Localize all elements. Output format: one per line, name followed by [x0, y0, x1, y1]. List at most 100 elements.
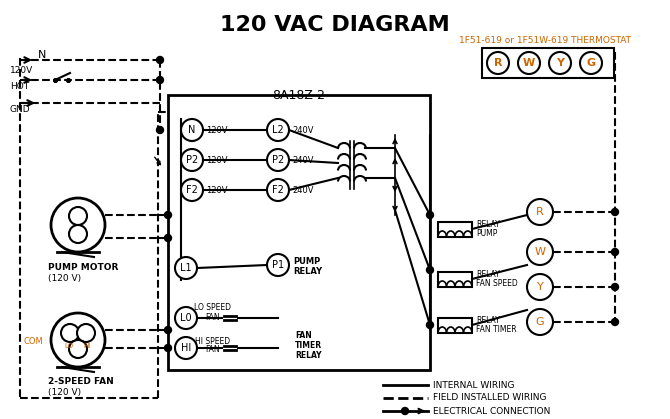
Circle shape: [527, 239, 553, 265]
Text: (120 V): (120 V): [48, 274, 82, 284]
Text: HI SPEED: HI SPEED: [196, 336, 230, 346]
Circle shape: [267, 254, 289, 276]
Text: L1: L1: [180, 263, 192, 273]
Circle shape: [165, 326, 172, 334]
Circle shape: [612, 209, 618, 215]
Text: ELECTRICAL CONNECTION: ELECTRICAL CONNECTION: [433, 406, 550, 416]
Circle shape: [51, 198, 105, 252]
Text: FAN SPEED: FAN SPEED: [476, 279, 518, 288]
Bar: [168, 95, 430, 370]
Circle shape: [267, 149, 289, 171]
Circle shape: [427, 321, 433, 328]
Text: FIELD INSTALLED WIRING: FIELD INSTALLED WIRING: [433, 393, 547, 403]
Text: (120 V): (120 V): [48, 388, 82, 396]
Bar: [438, 318, 472, 333]
Circle shape: [175, 307, 197, 329]
Circle shape: [69, 225, 87, 243]
Text: 1F51-619 or 1F51W-619 THERMOSTAT: 1F51-619 or 1F51W-619 THERMOSTAT: [459, 36, 631, 45]
Text: FAN: FAN: [206, 346, 220, 354]
Text: FAN TIMER: FAN TIMER: [476, 325, 517, 334]
Circle shape: [157, 57, 163, 64]
Text: FAN: FAN: [206, 313, 220, 321]
Text: F2: F2: [272, 185, 284, 195]
Text: TIMER: TIMER: [295, 341, 322, 349]
Circle shape: [549, 52, 571, 74]
Text: 120 VAC DIAGRAM: 120 VAC DIAGRAM: [220, 15, 450, 35]
Text: 240V: 240V: [292, 186, 314, 194]
Circle shape: [181, 119, 203, 141]
Text: N: N: [188, 125, 196, 135]
Text: GND: GND: [10, 104, 31, 114]
Text: HI: HI: [181, 343, 191, 353]
Text: L0: L0: [180, 313, 192, 323]
Text: 2-SPEED FAN: 2-SPEED FAN: [48, 378, 114, 386]
Text: P1: P1: [272, 260, 284, 270]
Circle shape: [267, 179, 289, 201]
Circle shape: [527, 199, 553, 225]
Text: N: N: [38, 50, 46, 60]
Circle shape: [69, 340, 87, 358]
Circle shape: [51, 313, 105, 367]
Text: RELAY: RELAY: [295, 351, 322, 360]
Text: G: G: [586, 58, 596, 68]
Circle shape: [175, 257, 197, 279]
Text: RELAY: RELAY: [476, 220, 500, 229]
Text: G: G: [536, 317, 544, 327]
Text: L2: L2: [272, 125, 284, 135]
Circle shape: [612, 284, 618, 290]
Text: PUMP MOTOR: PUMP MOTOR: [48, 264, 119, 272]
Circle shape: [612, 318, 618, 326]
Circle shape: [181, 149, 203, 171]
Circle shape: [612, 248, 618, 256]
Text: W: W: [523, 58, 535, 68]
Circle shape: [77, 324, 95, 342]
Circle shape: [267, 119, 289, 141]
Text: F2: F2: [186, 185, 198, 195]
Text: P2: P2: [186, 155, 198, 165]
Text: HOT: HOT: [10, 82, 29, 91]
Circle shape: [580, 52, 602, 74]
Text: 120V: 120V: [10, 65, 34, 75]
Bar: [482, 48, 614, 78]
Bar: [438, 272, 472, 287]
Text: 120V: 120V: [206, 186, 228, 194]
Text: RELAY: RELAY: [476, 270, 500, 279]
Text: 120V: 120V: [206, 155, 228, 165]
Text: PUMP: PUMP: [476, 229, 497, 238]
Circle shape: [165, 344, 172, 352]
Text: RELAY: RELAY: [476, 316, 500, 325]
Circle shape: [487, 52, 509, 74]
Circle shape: [427, 266, 433, 274]
Text: LO SPEED: LO SPEED: [194, 303, 232, 313]
Circle shape: [157, 127, 163, 134]
Circle shape: [165, 212, 172, 218]
Text: W: W: [535, 247, 545, 257]
Text: COM: COM: [23, 337, 43, 347]
Circle shape: [175, 337, 197, 359]
Circle shape: [518, 52, 540, 74]
Circle shape: [165, 235, 172, 241]
Circle shape: [527, 309, 553, 335]
Text: Y: Y: [556, 58, 564, 68]
Circle shape: [157, 77, 163, 83]
Text: INTERNAL WIRING: INTERNAL WIRING: [433, 380, 515, 390]
Bar: [438, 222, 472, 237]
Text: Y: Y: [537, 282, 543, 292]
Circle shape: [181, 179, 203, 201]
Circle shape: [527, 274, 553, 300]
Text: P2: P2: [272, 155, 284, 165]
Text: PUMP: PUMP: [293, 258, 320, 266]
Circle shape: [61, 324, 79, 342]
Text: HI: HI: [83, 343, 90, 349]
Circle shape: [69, 207, 87, 225]
Circle shape: [427, 212, 433, 218]
Text: 240V: 240V: [292, 155, 314, 165]
Text: FAN: FAN: [295, 331, 312, 339]
Text: RELAY: RELAY: [293, 267, 322, 277]
Text: R: R: [536, 207, 544, 217]
Text: 8A18Z-2: 8A18Z-2: [273, 89, 326, 102]
Text: LO: LO: [64, 343, 74, 349]
Text: 120V: 120V: [206, 126, 228, 134]
Text: R: R: [494, 58, 502, 68]
Text: 240V: 240V: [292, 126, 314, 134]
